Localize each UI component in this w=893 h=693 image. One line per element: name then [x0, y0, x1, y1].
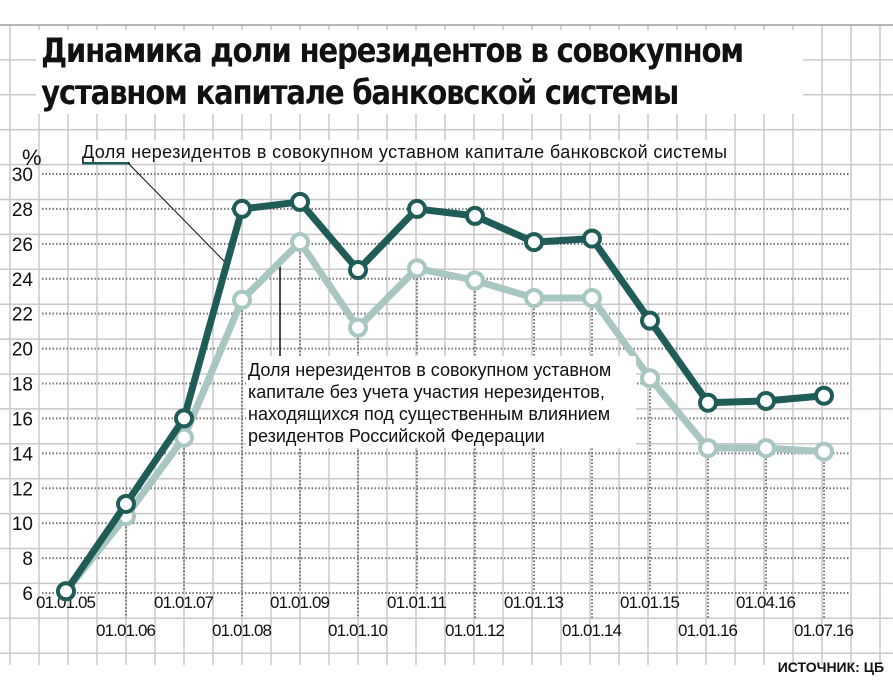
x-tick-label: 01.01.06 — [96, 621, 156, 640]
data-point — [814, 385, 834, 406]
y-tick-label: 10 — [12, 514, 33, 535]
y-tick-label: 18 — [12, 375, 33, 396]
data-point — [348, 260, 368, 281]
data-point — [174, 408, 194, 429]
data-point — [524, 287, 544, 308]
legend-label-series-2: капитале без учета участия нерезидентов, — [248, 382, 605, 402]
x-tick-label: 01.01.13 — [504, 593, 564, 612]
y-tick-label: 30 — [12, 165, 33, 186]
legend-bg — [246, 356, 636, 448]
data-point — [348, 317, 368, 338]
data-point — [232, 289, 252, 310]
y-tick-label: 26 — [12, 235, 33, 256]
data-point — [465, 205, 485, 226]
series-line-1 — [63, 198, 825, 594]
x-tick-label: 01.04.16 — [736, 593, 796, 612]
x-tick-label: 01.01.05 — [36, 593, 96, 612]
x-tick-label: 01.01.09 — [270, 593, 330, 612]
y-tick-label: 14 — [12, 444, 34, 465]
data-point — [116, 493, 136, 514]
source-label: ИСТОЧНИК: ЦБ — [778, 659, 884, 675]
data-point — [465, 270, 485, 291]
x-tick-label: 01.07.16 — [794, 621, 854, 640]
data-point — [698, 392, 718, 413]
x-tick-label: 01.01.11 — [387, 593, 447, 612]
x-tick-label: 01.01.07 — [154, 593, 214, 612]
data-point — [582, 228, 602, 249]
data-point — [524, 232, 544, 253]
data-point — [582, 287, 602, 308]
data-point — [407, 258, 427, 279]
chart-title: Динамика доли нерезидентов в совокупном … — [36, 30, 804, 114]
y-tick-label: 8 — [22, 549, 33, 570]
y-tick-label: 16 — [12, 409, 33, 430]
data-point — [56, 581, 76, 602]
x-tick-label: 01.01.08 — [212, 621, 272, 640]
y-tick-label: 24 — [12, 270, 34, 291]
legend-bg — [80, 140, 730, 162]
data-point — [174, 427, 194, 448]
x-tick-label: 01.01.10 — [328, 621, 388, 640]
y-tick-label: 12 — [12, 479, 33, 500]
y-tick-label: 22 — [12, 305, 33, 326]
data-point — [756, 438, 776, 459]
data-point — [698, 438, 718, 459]
x-tick-label: 01.01.15 — [620, 593, 680, 612]
data-point — [640, 310, 660, 331]
y-tick-label: 28 — [12, 200, 33, 221]
y-tick-label: 6 — [22, 584, 33, 605]
x-tick-label: 01.01.16 — [678, 621, 738, 640]
y-axis-unit: % — [22, 145, 42, 170]
series-line-2 — [63, 238, 825, 594]
legend-label-series-2: Доля нерезидентов в совокупном уставном — [248, 360, 611, 380]
data-point — [232, 198, 252, 219]
x-tick-label: 01.01.12 — [445, 621, 505, 640]
legend-label-series-1: Доля нерезидентов в совокупном уставном … — [82, 142, 727, 162]
data-point — [640, 368, 660, 389]
legend-label-series-2: резидентов Российской Федерации — [248, 426, 545, 446]
y-tick-label: 20 — [12, 340, 33, 361]
data-point — [290, 232, 310, 253]
data-point — [290, 191, 310, 212]
data-point — [756, 390, 776, 411]
data-point — [407, 198, 427, 219]
leader-line-series-1 — [127, 162, 226, 263]
x-tick-label: 01.01.14 — [562, 621, 622, 640]
legend-label-series-2: находящихся под существенным влиянием — [248, 404, 610, 424]
data-point — [814, 441, 834, 462]
